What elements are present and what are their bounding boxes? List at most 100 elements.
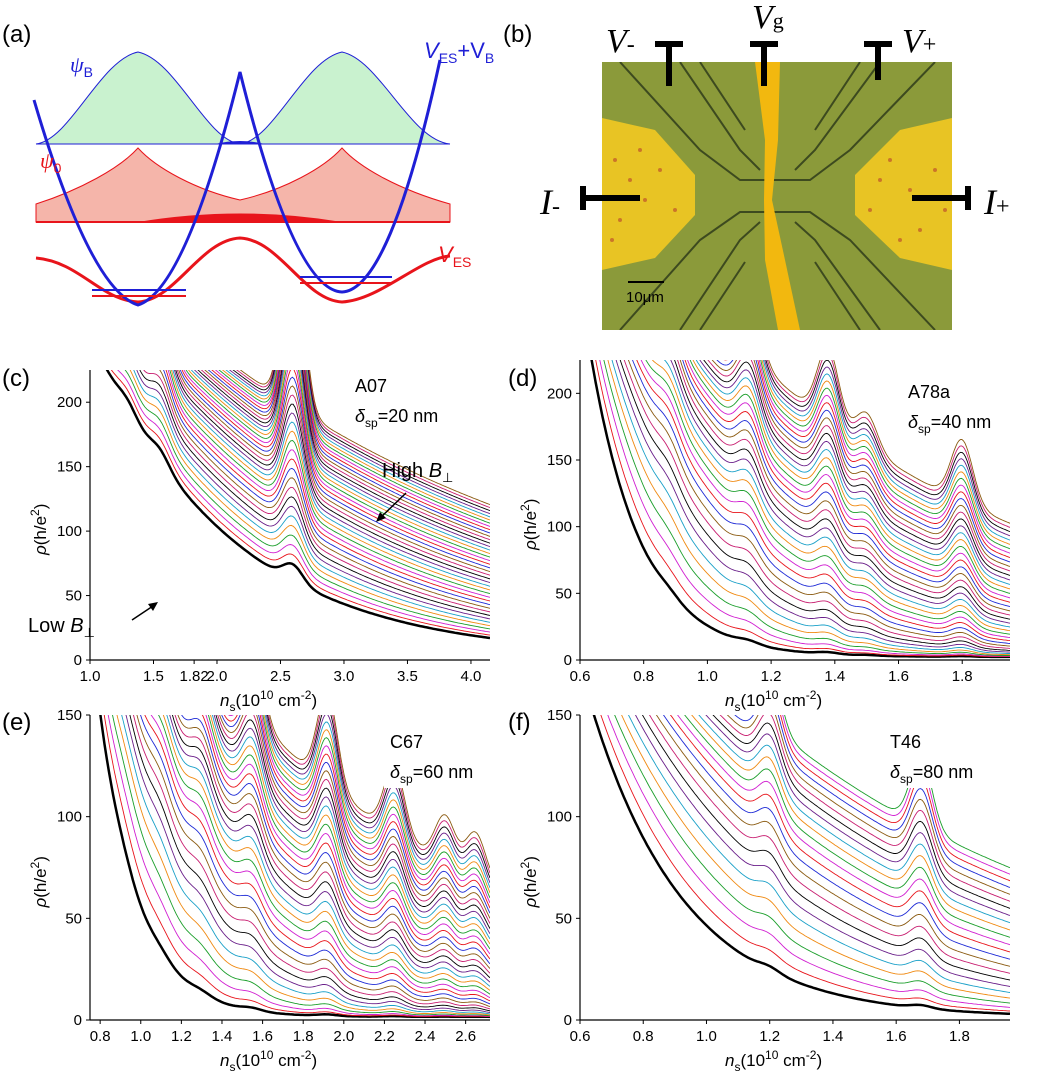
v-plus-label: V+ [902,23,936,60]
series-curve [177,715,490,969]
series-curve [691,715,1010,931]
x-tick-label: 0.6 [570,1028,591,1045]
series-curve [621,715,1010,999]
y-tick-label: 50 [65,588,82,605]
series-curve [188,370,490,555]
series-curve [670,360,1010,624]
series-curve [143,370,490,613]
series-curve [677,715,1010,946]
x-tick-label: 1.4 [212,1028,233,1045]
series-curve [758,360,1010,554]
series-curve [197,370,490,544]
series-curve [124,370,490,630]
series-curve [669,715,1010,953]
series-curve [689,360,1010,594]
panel-b: (b) [503,0,1010,330]
y-tick-label: 100 [547,519,572,536]
series-curve [136,370,490,620]
series-curve [228,370,490,515]
series-curve [611,360,1010,654]
series-curve [614,715,1010,1004]
x-tick-label: 1.2 [761,668,782,685]
series-curve [595,360,1010,658]
sample-label-bg [902,376,1006,438]
series-curve [236,370,490,509]
panel-label-d: (d) [508,365,537,392]
series-curve [163,370,490,606]
series-curve [679,360,1010,612]
series-curve [210,715,490,945]
series-curve [764,360,1010,537]
psi-b-overlap [215,141,265,144]
y-tick-label: 0 [74,1012,82,1029]
series-curve [716,360,1010,563]
series-curve [150,715,490,999]
series-curve [225,370,490,518]
series-curve [205,715,490,955]
x-tick-label: 2.2 [374,1028,395,1045]
y-tick-label: 200 [57,394,82,411]
series-curve [176,370,490,576]
series-curve [181,370,490,565]
series-curve [707,360,1010,572]
series-curve [784,715,1010,869]
series-curve [619,360,1010,651]
panel-d-chart: 0 50 100 150 200 0.6 0.8 1.0 1.2 1.4 1.6 1.8 ρ(h/e2)… [518,360,1010,714]
x-tick-label: 0.8 [633,668,654,685]
series-curve [140,715,490,1005]
x-tick-label: 4.0 [461,668,482,685]
series-curve [204,370,490,537]
y-axis-label: ρ(h/e2) [518,856,540,908]
series-curve [761,360,1010,545]
sample-label-bg [884,726,988,788]
y-tick-label: 150 [547,707,572,724]
series-curve [723,360,1010,559]
series-curve [782,715,1010,875]
series-curve [632,360,1010,644]
series-curve [592,715,1010,1016]
series-curve [162,715,490,991]
series-curve [193,370,490,548]
series-curve [125,715,490,1013]
series-curve [190,370,490,551]
series-curve [223,715,490,909]
sample-name: T46 [890,732,921,752]
series-curve [695,360,1010,585]
series-curve [640,360,1010,638]
psi-0-label: ψ0 [40,148,62,176]
arrow-head-low [148,602,158,611]
curves-c [105,370,490,640]
x-tick-label: 1.8 [293,1028,314,1045]
x-tick-label: 2.6 [455,1028,476,1045]
series-curve [269,715,490,869]
x-tick-label: 1.0 [80,668,101,685]
series-curve [674,360,1010,620]
panel-label-c: (c) [2,365,30,392]
series-curve [636,360,1010,642]
series-curve [227,715,490,904]
series-curve [159,370,490,609]
series-curve [178,370,490,573]
contact-pad-left [602,118,695,270]
psi-0-fill [35,147,451,223]
series-curve [651,360,1010,632]
spacer-thickness: δsp=60 nm [390,762,473,786]
series-curve [677,360,1010,616]
series-curve [712,715,1010,909]
series-curve [214,370,490,527]
x-tick-label: 2.4 [415,1028,436,1045]
curves-d [590,360,1010,659]
annotation-high-b: High B⊥ [382,460,453,485]
panel-label-f: (f) [508,709,531,736]
series-curve [112,715,490,1017]
series-curve [648,715,1010,974]
x-tick-label: 1.2 [171,1028,192,1045]
series-curve [165,370,490,602]
y-tick-label: 0 [74,652,82,669]
series-curve [599,360,1010,657]
panel-label-b: (b) [503,21,532,48]
series-curve [169,370,490,595]
i-plus-label: I+ [983,182,1010,222]
x-tick-label: 3.0 [334,668,355,685]
series-curve [169,715,490,983]
